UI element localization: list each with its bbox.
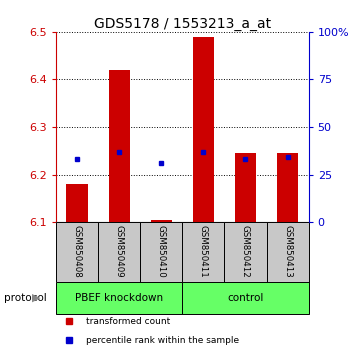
Bar <box>235 153 256 222</box>
Bar <box>277 153 298 222</box>
Text: GSM850411: GSM850411 <box>199 225 208 278</box>
Bar <box>66 184 87 222</box>
Text: GSM850408: GSM850408 <box>73 225 82 278</box>
Bar <box>266 222 309 281</box>
Bar <box>151 220 172 222</box>
Bar <box>56 222 98 281</box>
Bar <box>193 36 214 222</box>
Bar <box>140 222 182 281</box>
Bar <box>56 281 182 314</box>
Title: GDS5178 / 1553213_a_at: GDS5178 / 1553213_a_at <box>94 17 271 31</box>
Text: transformed count: transformed count <box>86 317 170 326</box>
Text: GSM850412: GSM850412 <box>241 225 250 278</box>
Text: percentile rank within the sample: percentile rank within the sample <box>86 336 239 345</box>
Bar <box>109 70 130 222</box>
Text: GSM850413: GSM850413 <box>283 225 292 278</box>
Bar <box>98 222 140 281</box>
Text: PBEF knockdown: PBEF knockdown <box>75 293 163 303</box>
Text: ▶: ▶ <box>32 293 40 303</box>
Text: GSM850410: GSM850410 <box>157 225 166 278</box>
Text: protocol: protocol <box>4 293 46 303</box>
Text: GSM850409: GSM850409 <box>115 225 123 278</box>
Bar <box>182 222 225 281</box>
Bar <box>225 222 266 281</box>
Bar <box>182 281 309 314</box>
Text: control: control <box>227 293 264 303</box>
